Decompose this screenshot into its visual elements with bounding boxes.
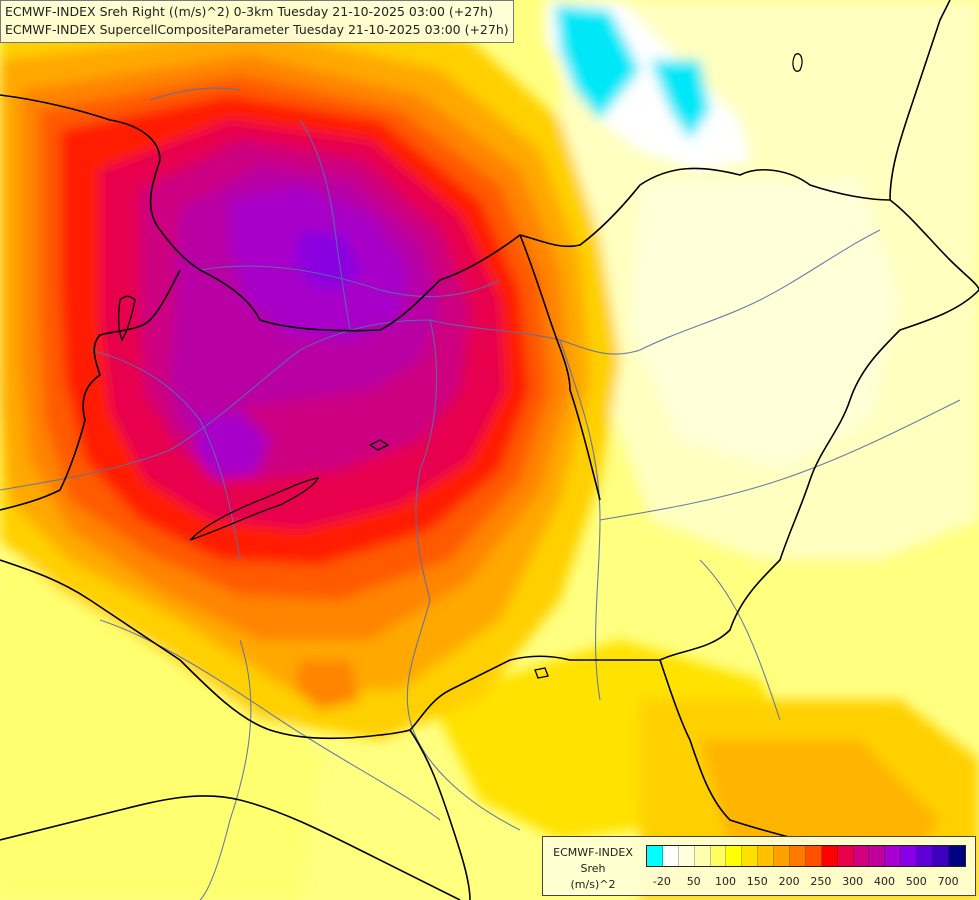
legend-swatch <box>678 846 695 866</box>
color-legend: ECMWF-INDEX Sreh (m/s)^2 -20 50 100 150 200 2… <box>542 836 976 896</box>
legend-swatch <box>933 846 949 866</box>
legend-swatch <box>742 846 759 866</box>
legend-swatch <box>821 846 838 866</box>
legend-swatch <box>647 846 663 866</box>
legend-swatch <box>885 846 902 866</box>
legend-swatch <box>805 846 822 866</box>
legend-swatch <box>853 846 870 866</box>
legend-variable-label: Sreh <box>580 862 606 875</box>
legend-swatch <box>694 846 711 866</box>
legend-tick-label: -20 <box>652 875 671 888</box>
legend-tick-label: 300 <box>842 875 864 888</box>
legend-tick-label: 50 <box>686 875 701 888</box>
legend-swatch <box>758 846 775 866</box>
legend-tick-label: 700 <box>937 875 959 888</box>
legend-swatch <box>948 846 965 866</box>
legend-swatch <box>869 846 886 866</box>
lakes <box>118 53 803 679</box>
legend-swatch <box>790 846 806 866</box>
title-line-2: ECMWF-INDEX SupercellCompositeParameter … <box>5 22 509 37</box>
legend-swatch <box>901 846 918 866</box>
legend-swatch <box>917 846 934 866</box>
legend-tick-label: 500 <box>905 875 927 888</box>
legend-tick-labels: -20 50 100 150 200 250 300 400 500 700 <box>646 875 966 889</box>
legend-swatch <box>662 846 679 866</box>
map-title-box: ECMWF-INDEX Sreh Right ((m/s)^2) 0-3km T… <box>0 0 514 43</box>
legend-tick-label: 150 <box>746 875 768 888</box>
legend-tick-label: 250 <box>810 875 832 888</box>
legend-swatch <box>774 846 791 866</box>
legend-tick-label: 100 <box>715 875 736 888</box>
legend-tick-label: 200 <box>778 875 800 888</box>
legend-swatch <box>837 846 854 866</box>
legend-unit-label: (m/s)^2 <box>570 878 616 891</box>
legend-swatch <box>726 846 743 866</box>
legend-model-label: ECMWF-INDEX <box>553 846 633 859</box>
title-line-1: ECMWF-INDEX Sreh Right ((m/s)^2) 0-3km T… <box>5 4 493 19</box>
legend-tick-label: 400 <box>874 875 895 888</box>
legend-swatch <box>710 846 727 866</box>
rivers <box>0 87 961 900</box>
legend-color-bar <box>646 845 966 867</box>
